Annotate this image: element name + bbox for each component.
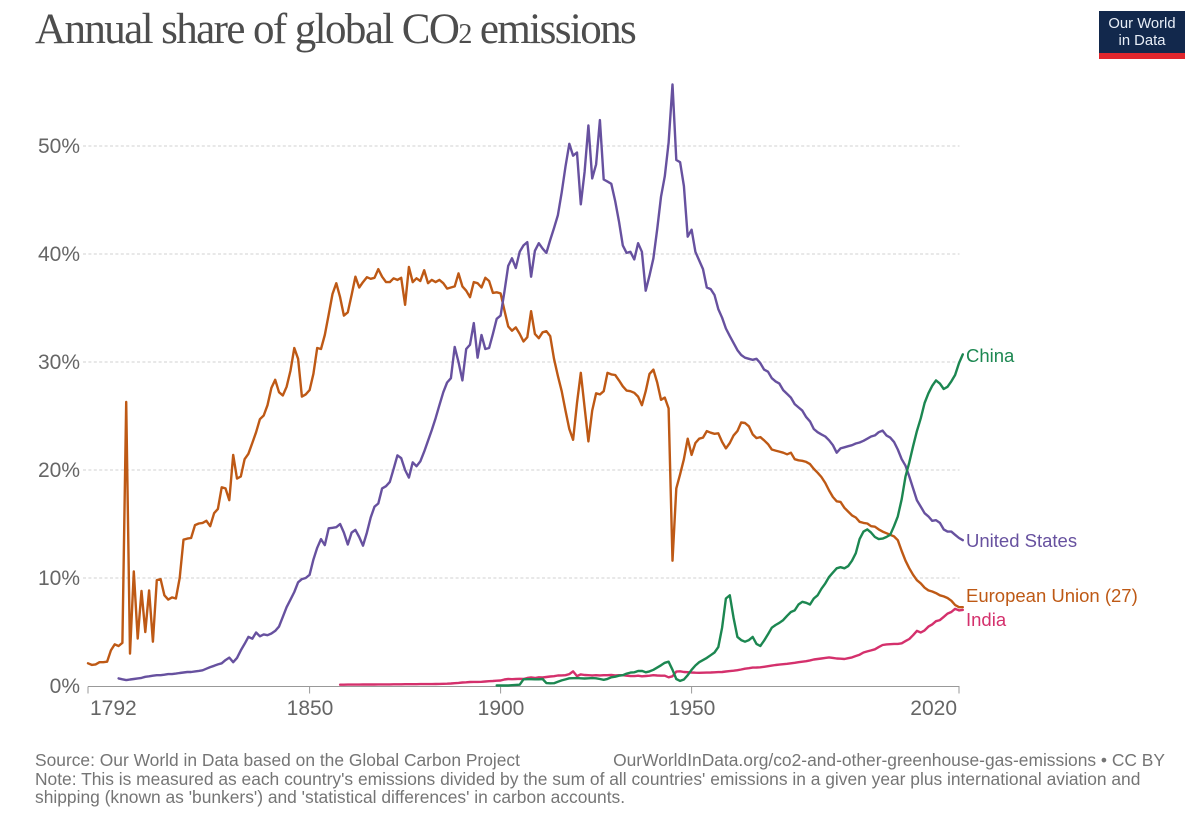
svg-text:China: China (966, 345, 1015, 366)
svg-text:United States: United States (966, 530, 1077, 551)
svg-text:0%: 0% (50, 675, 80, 698)
svg-text:European Union (27): European Union (27) (966, 585, 1138, 606)
svg-text:1950: 1950 (669, 697, 716, 720)
svg-text:20%: 20% (38, 459, 80, 482)
svg-text:India: India (966, 609, 1007, 630)
svg-text:50%: 50% (38, 135, 80, 158)
svg-text:1900: 1900 (478, 697, 525, 720)
svg-text:1850: 1850 (287, 697, 334, 720)
svg-text:2020: 2020 (910, 697, 957, 720)
svg-text:1792: 1792 (90, 697, 137, 720)
svg-text:30%: 30% (38, 351, 80, 374)
svg-text:40%: 40% (38, 243, 80, 266)
svg-text:10%: 10% (38, 567, 80, 590)
